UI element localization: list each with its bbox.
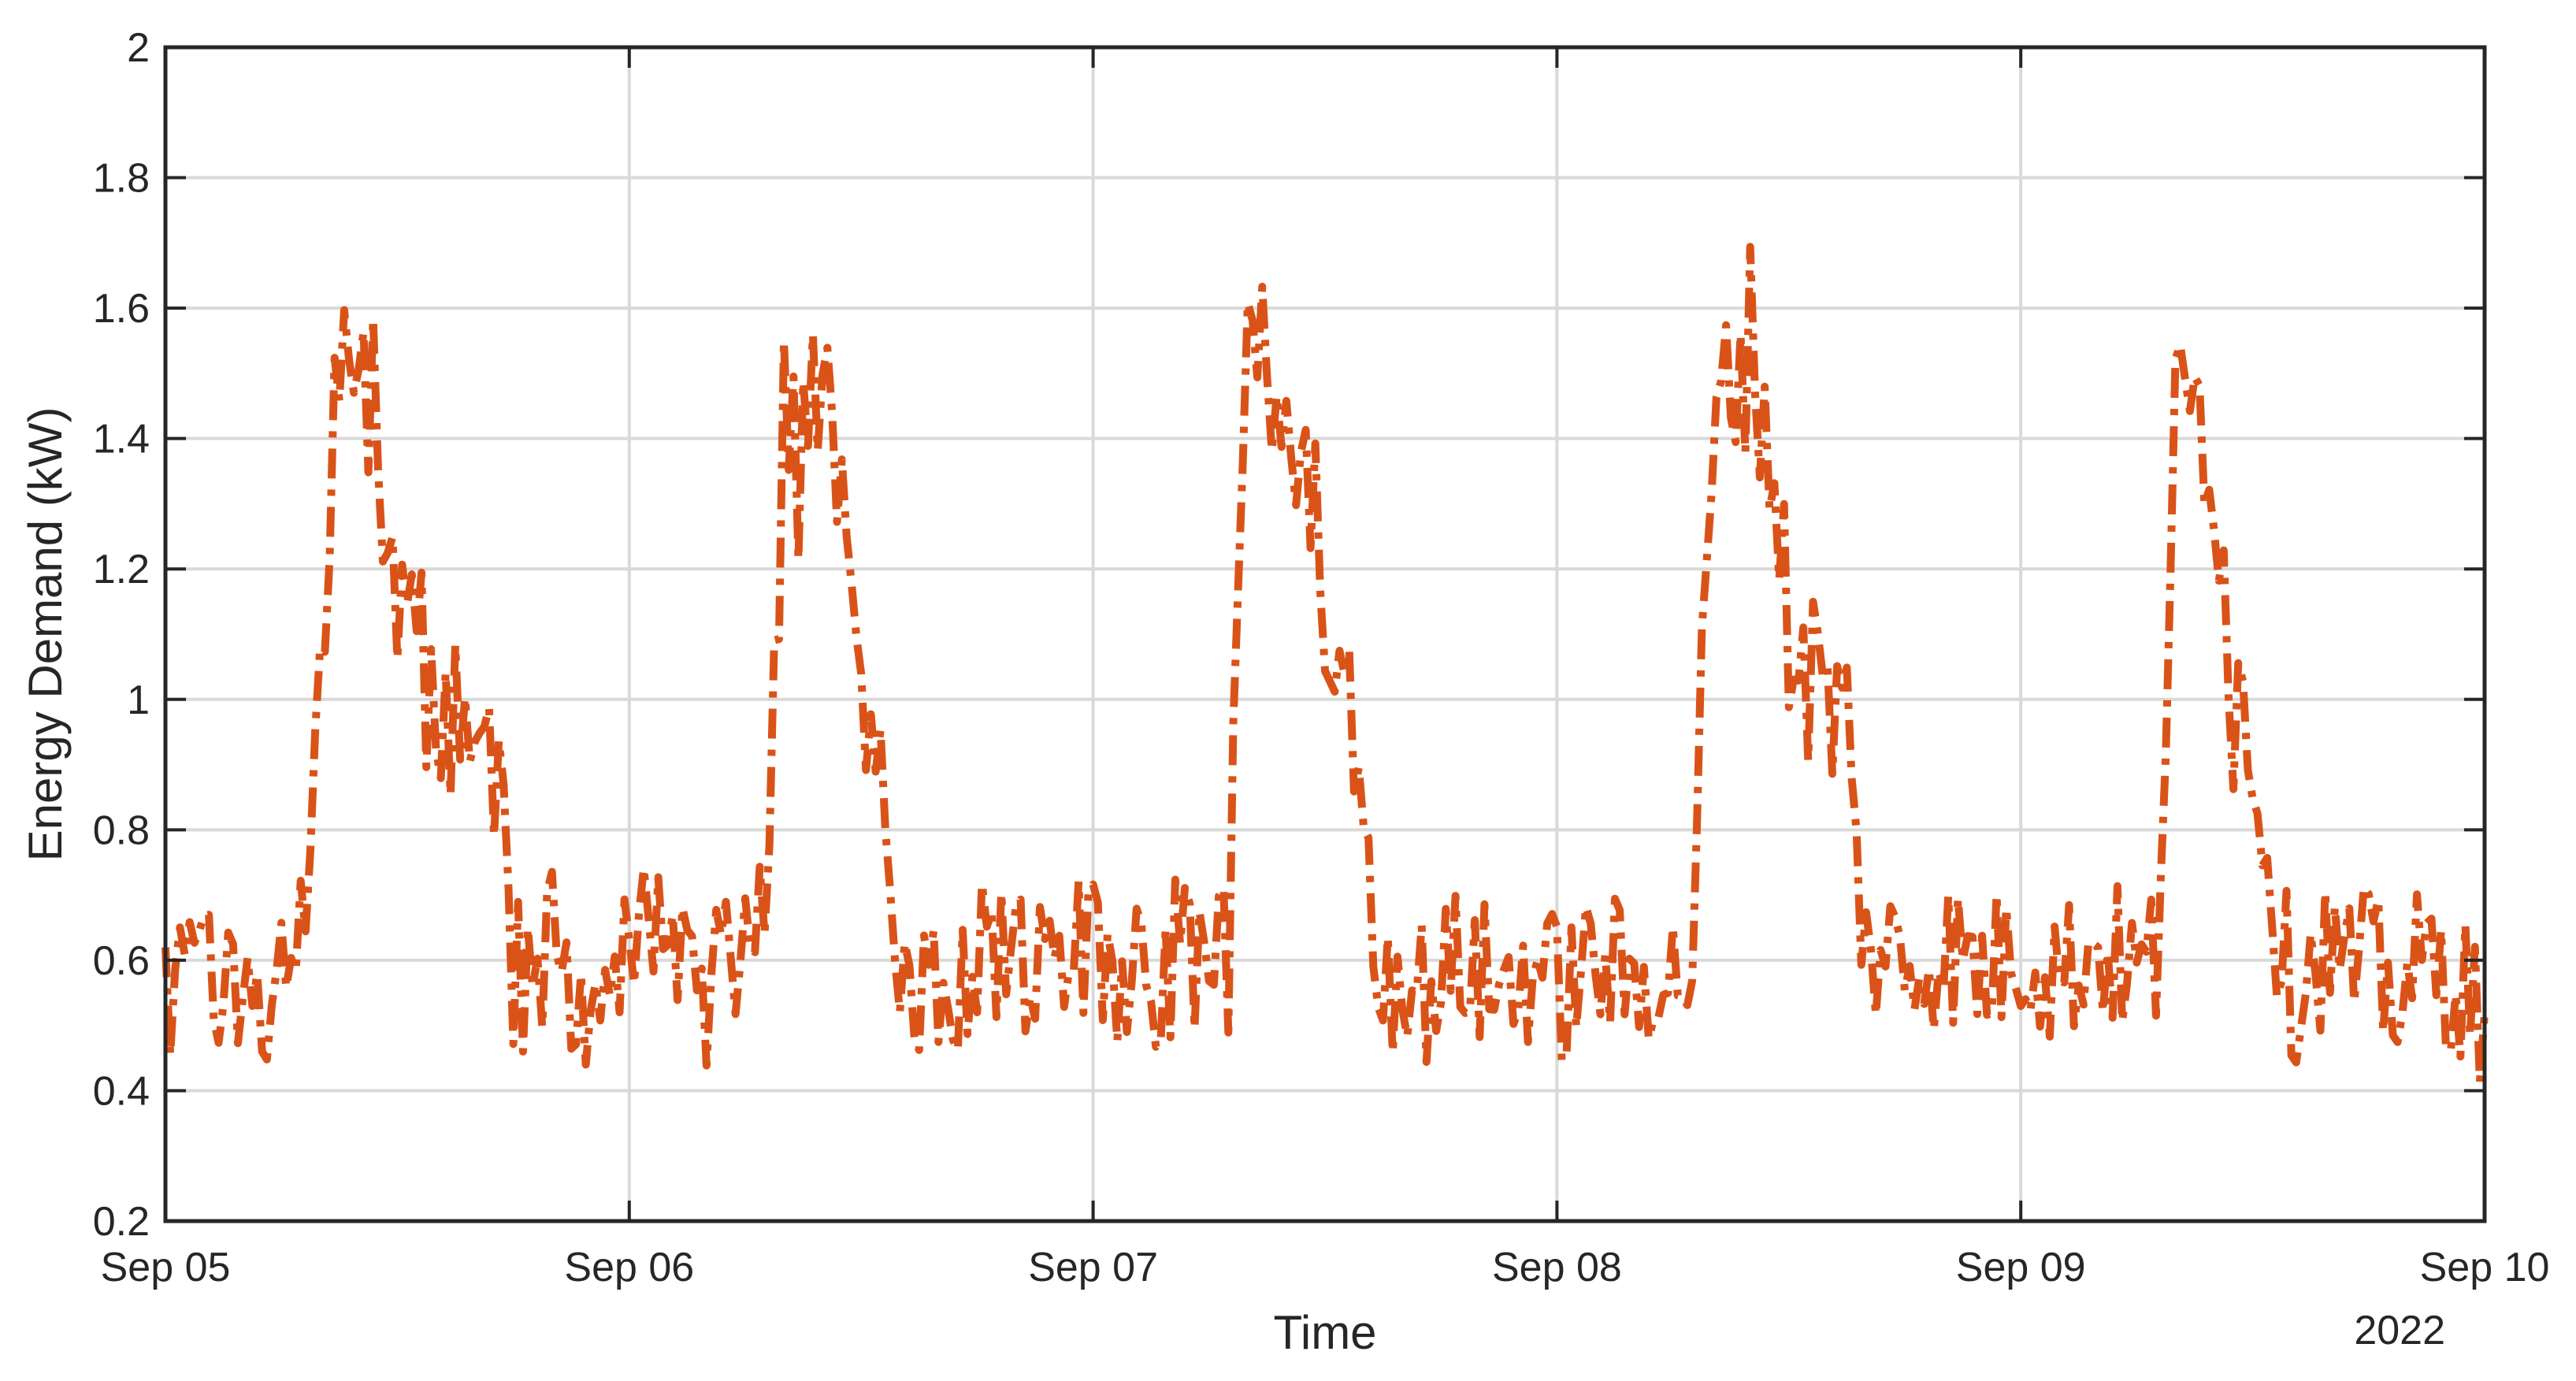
y-tick-label: 1.6: [93, 286, 150, 332]
axis-ticks: [164, 46, 2486, 1223]
series-layer: [161, 243, 2489, 1086]
energy-demand-series-line: [161, 243, 2489, 1086]
y-axis-tick-labels: 0.2 0.4 0.6 0.8 1 1.2 1.4 1.6 1.8 2: [93, 25, 150, 1245]
x-tick-label: Sep 06: [564, 1245, 694, 1290]
y-tick-label: 0.8: [93, 807, 150, 853]
x-tick-label: Sep 07: [1028, 1245, 1158, 1290]
x-tick-label: Sep 10: [2420, 1245, 2550, 1290]
x-axis-year-label: 2022: [2354, 1308, 2445, 1353]
y-axis-label: Energy Demand (kW): [19, 407, 72, 862]
x-tick-label: Sep 05: [101, 1245, 231, 1290]
y-tick-label: 1.2: [93, 547, 150, 592]
y-tick-label: 0.6: [93, 938, 150, 984]
y-tick-label: 2: [127, 25, 150, 71]
y-tick-label: 0.2: [93, 1199, 150, 1245]
y-tick-label: 1: [127, 678, 150, 723]
plot-frame: [163, 45, 2487, 1223]
x-tick-label: Sep 09: [1956, 1245, 2086, 1290]
x-tick-label: Sep 08: [1492, 1245, 1622, 1290]
y-tick-label: 0.4: [93, 1068, 150, 1114]
x-axis-tick-labels: Sep 05 Sep 06 Sep 07 Sep 08 Sep 09 Sep 10: [101, 1245, 2550, 1290]
y-tick-label: 1.8: [93, 156, 150, 202]
y-tick-label: 1.4: [93, 417, 150, 462]
x-axis-label: Time: [1273, 1306, 1376, 1359]
